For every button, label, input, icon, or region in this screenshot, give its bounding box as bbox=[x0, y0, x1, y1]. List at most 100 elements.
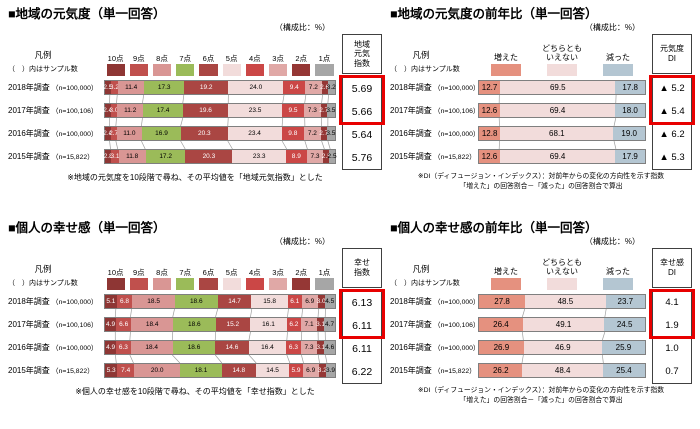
bar-segment: 20.3 bbox=[185, 150, 233, 163]
bar-value: 3.5 bbox=[326, 129, 336, 137]
row-year: 2015年調査 bbox=[390, 152, 432, 161]
bar-segment: 6.3 bbox=[116, 341, 131, 354]
bar-segment: 14.7 bbox=[217, 295, 252, 308]
panel-title: ■個人の幸せ感の前年比（単一回答） bbox=[390, 221, 598, 235]
bar-segment: 18.0 bbox=[615, 104, 645, 117]
index-value: 1.9 bbox=[665, 320, 679, 331]
legend-label: 減った bbox=[606, 53, 630, 63]
bar-value: 26.2 bbox=[492, 365, 509, 375]
bar-value: 12.6 bbox=[481, 105, 498, 115]
bar-value: 12.8 bbox=[481, 128, 498, 138]
stacked-bar: 2.4 2.7 11.0 16.9 20.3 23.4 9.8 7.2 2.7 3.5 bbox=[103, 126, 336, 141]
bar-value: 18.4 bbox=[145, 343, 158, 351]
bar-value: 6.9 bbox=[306, 366, 316, 374]
composition-ratio-label: （構成比：%） bbox=[584, 237, 640, 246]
legend-swatch bbox=[222, 64, 241, 76]
bar-segment: 3.1 bbox=[110, 150, 120, 163]
bar-segment: 2.4 bbox=[103, 127, 112, 140]
legend-label: 2点 bbox=[295, 267, 308, 277]
bar-value: 5.3 bbox=[106, 366, 116, 374]
legend-caption: 凡例 bbox=[34, 50, 52, 60]
legend-label: 4点 bbox=[248, 267, 261, 277]
legend-item: 5点 bbox=[220, 268, 243, 290]
chart-legend: 増えた どちらとも いえない 減った bbox=[478, 34, 646, 76]
bar-segment: 7.3 bbox=[303, 104, 321, 117]
bar-segment: 5.9 bbox=[289, 364, 303, 377]
bar-segment: 11.2 bbox=[117, 104, 144, 117]
row-sample-size: （n=100,000） bbox=[51, 299, 98, 306]
row-year: 2018年調査 bbox=[8, 297, 50, 306]
panel-region-vitality-yoy: ■地域の元気度の前年比（単一回答） （構成比：%） 凡例 （ ）内はサンプル数 … bbox=[390, 6, 695, 191]
bar-segment: 2.5 bbox=[103, 81, 112, 94]
bar-value: 24.5 bbox=[616, 319, 633, 329]
bar-value: 19.0 bbox=[621, 128, 637, 138]
bar-segment: 18.4 bbox=[130, 341, 173, 354]
bar-value: 2.4 bbox=[103, 106, 113, 114]
bar-value: 3.2 bbox=[317, 366, 327, 374]
bar-segment: 2.8 bbox=[104, 150, 113, 163]
bar-value: 17.4 bbox=[156, 106, 170, 114]
bar-segment: 5.1 bbox=[105, 295, 117, 308]
stacked-bars: 2018年調査 （n=100,000） 27.8 48.5 23.7 2017年調査 （n=… bbox=[390, 290, 646, 382]
index-value: 5.76 bbox=[351, 151, 373, 164]
bar-value: 18.0 bbox=[622, 105, 638, 115]
legend-label: 8点 bbox=[156, 267, 168, 277]
legend-swatch bbox=[222, 278, 241, 290]
bar-segment: 12.8 bbox=[479, 127, 501, 140]
chart-area: 凡例 （ ）内はサンプル数 増えた どちらとも いえない 減った 2018年調査 （n… bbox=[390, 34, 695, 170]
bar-value: 9.5 bbox=[288, 106, 298, 114]
bar-value: 4.5 bbox=[325, 297, 335, 305]
bar-segment: 15.2 bbox=[215, 318, 251, 331]
stacked-bar: 5.3 7.4 20.0 18.1 14.8 14.5 5.9 6.9 3.2 3.9 bbox=[104, 363, 336, 378]
row-year: 2015年調査 bbox=[390, 366, 432, 375]
bar-segment: 25.4 bbox=[602, 364, 645, 377]
row-year: 2017年調査 bbox=[390, 106, 432, 115]
composition-ratio-label: （構成比：%） bbox=[274, 23, 330, 32]
panel-title: ■地域の元気度の前年比（単一回答） bbox=[390, 7, 598, 21]
bar-value: 7.2 bbox=[307, 129, 317, 137]
bar-segment: 14.6 bbox=[215, 341, 249, 354]
bar-value: 19.6 bbox=[199, 106, 212, 114]
legend-swatch bbox=[245, 64, 264, 76]
bar-segment: 9.8 bbox=[281, 127, 305, 140]
bar-segment: 3.0 bbox=[109, 104, 118, 117]
legend-item: 2点 bbox=[290, 54, 313, 76]
stacked-bars: 2018年調査 （n=100,000） 12.7 69.5 17.8 2017年調査 （n=… bbox=[390, 76, 646, 168]
bar-segment: 24.0 bbox=[228, 81, 284, 94]
legend-swatch bbox=[245, 278, 264, 290]
bar-segment: 9.5 bbox=[282, 104, 304, 117]
index-value: 5.64 bbox=[351, 128, 373, 141]
stacked-bar: 26.2 48.4 25.4 bbox=[478, 363, 646, 378]
index-value: 5.69 bbox=[351, 82, 373, 95]
bar-value: 23.3 bbox=[252, 152, 266, 160]
legend-label: 7点 bbox=[179, 267, 192, 277]
row-label: 2018年調査 （n=100,000） bbox=[390, 82, 480, 93]
row-label: 2018年調査 （n=100,000） bbox=[390, 296, 480, 307]
bar-segment: 7.1 bbox=[300, 318, 318, 331]
legend-item: 9点 bbox=[127, 267, 150, 290]
legend-label: 8点 bbox=[156, 53, 168, 63]
row-label: 2017年調査 （n=100,106） bbox=[8, 105, 104, 116]
bar-value: 12.6 bbox=[481, 151, 498, 161]
index-value: 6.22 bbox=[351, 365, 373, 378]
legend-item: 1点 bbox=[313, 268, 336, 290]
chart-row: 2018年調査 （n=100,000） 2.5 3.2 11.4 17.3 19.2 24.0… bbox=[8, 76, 336, 99]
bar-value: 5.1 bbox=[106, 297, 116, 305]
stacked-bars: 2018年調査 （n=100,000） 2.5 3.2 11.4 17.3 19.2 24.0… bbox=[8, 76, 337, 168]
bar-value: 68.1 bbox=[549, 128, 565, 138]
index-column: 幸せ感 DI 4.1 1.9 1.0 0.7 bbox=[649, 248, 695, 384]
legend-label: 9点 bbox=[132, 267, 145, 277]
stacked-bar: 27.8 48.5 23.7 bbox=[478, 294, 646, 309]
bar-segment: 25.9 bbox=[601, 341, 645, 354]
bar-segment: 3.2 bbox=[110, 81, 119, 94]
bar-value: 3.2 bbox=[326, 83, 336, 91]
footnote: ※DI（ディフュージョン・インデックス）：対前年からの変化の方向性を示す指数 「… bbox=[417, 387, 665, 404]
row-sample-size: （n=100,000） bbox=[51, 85, 98, 92]
legend-item: 8点 bbox=[150, 267, 173, 290]
legend-item: 10点 bbox=[104, 54, 127, 76]
bar-value: 18.4 bbox=[145, 320, 159, 328]
legend-captions: 凡例 （ ）内はサンプル数 bbox=[8, 34, 104, 76]
bar-segment: 6.1 bbox=[287, 295, 302, 308]
legend-item: 減った bbox=[590, 267, 646, 290]
